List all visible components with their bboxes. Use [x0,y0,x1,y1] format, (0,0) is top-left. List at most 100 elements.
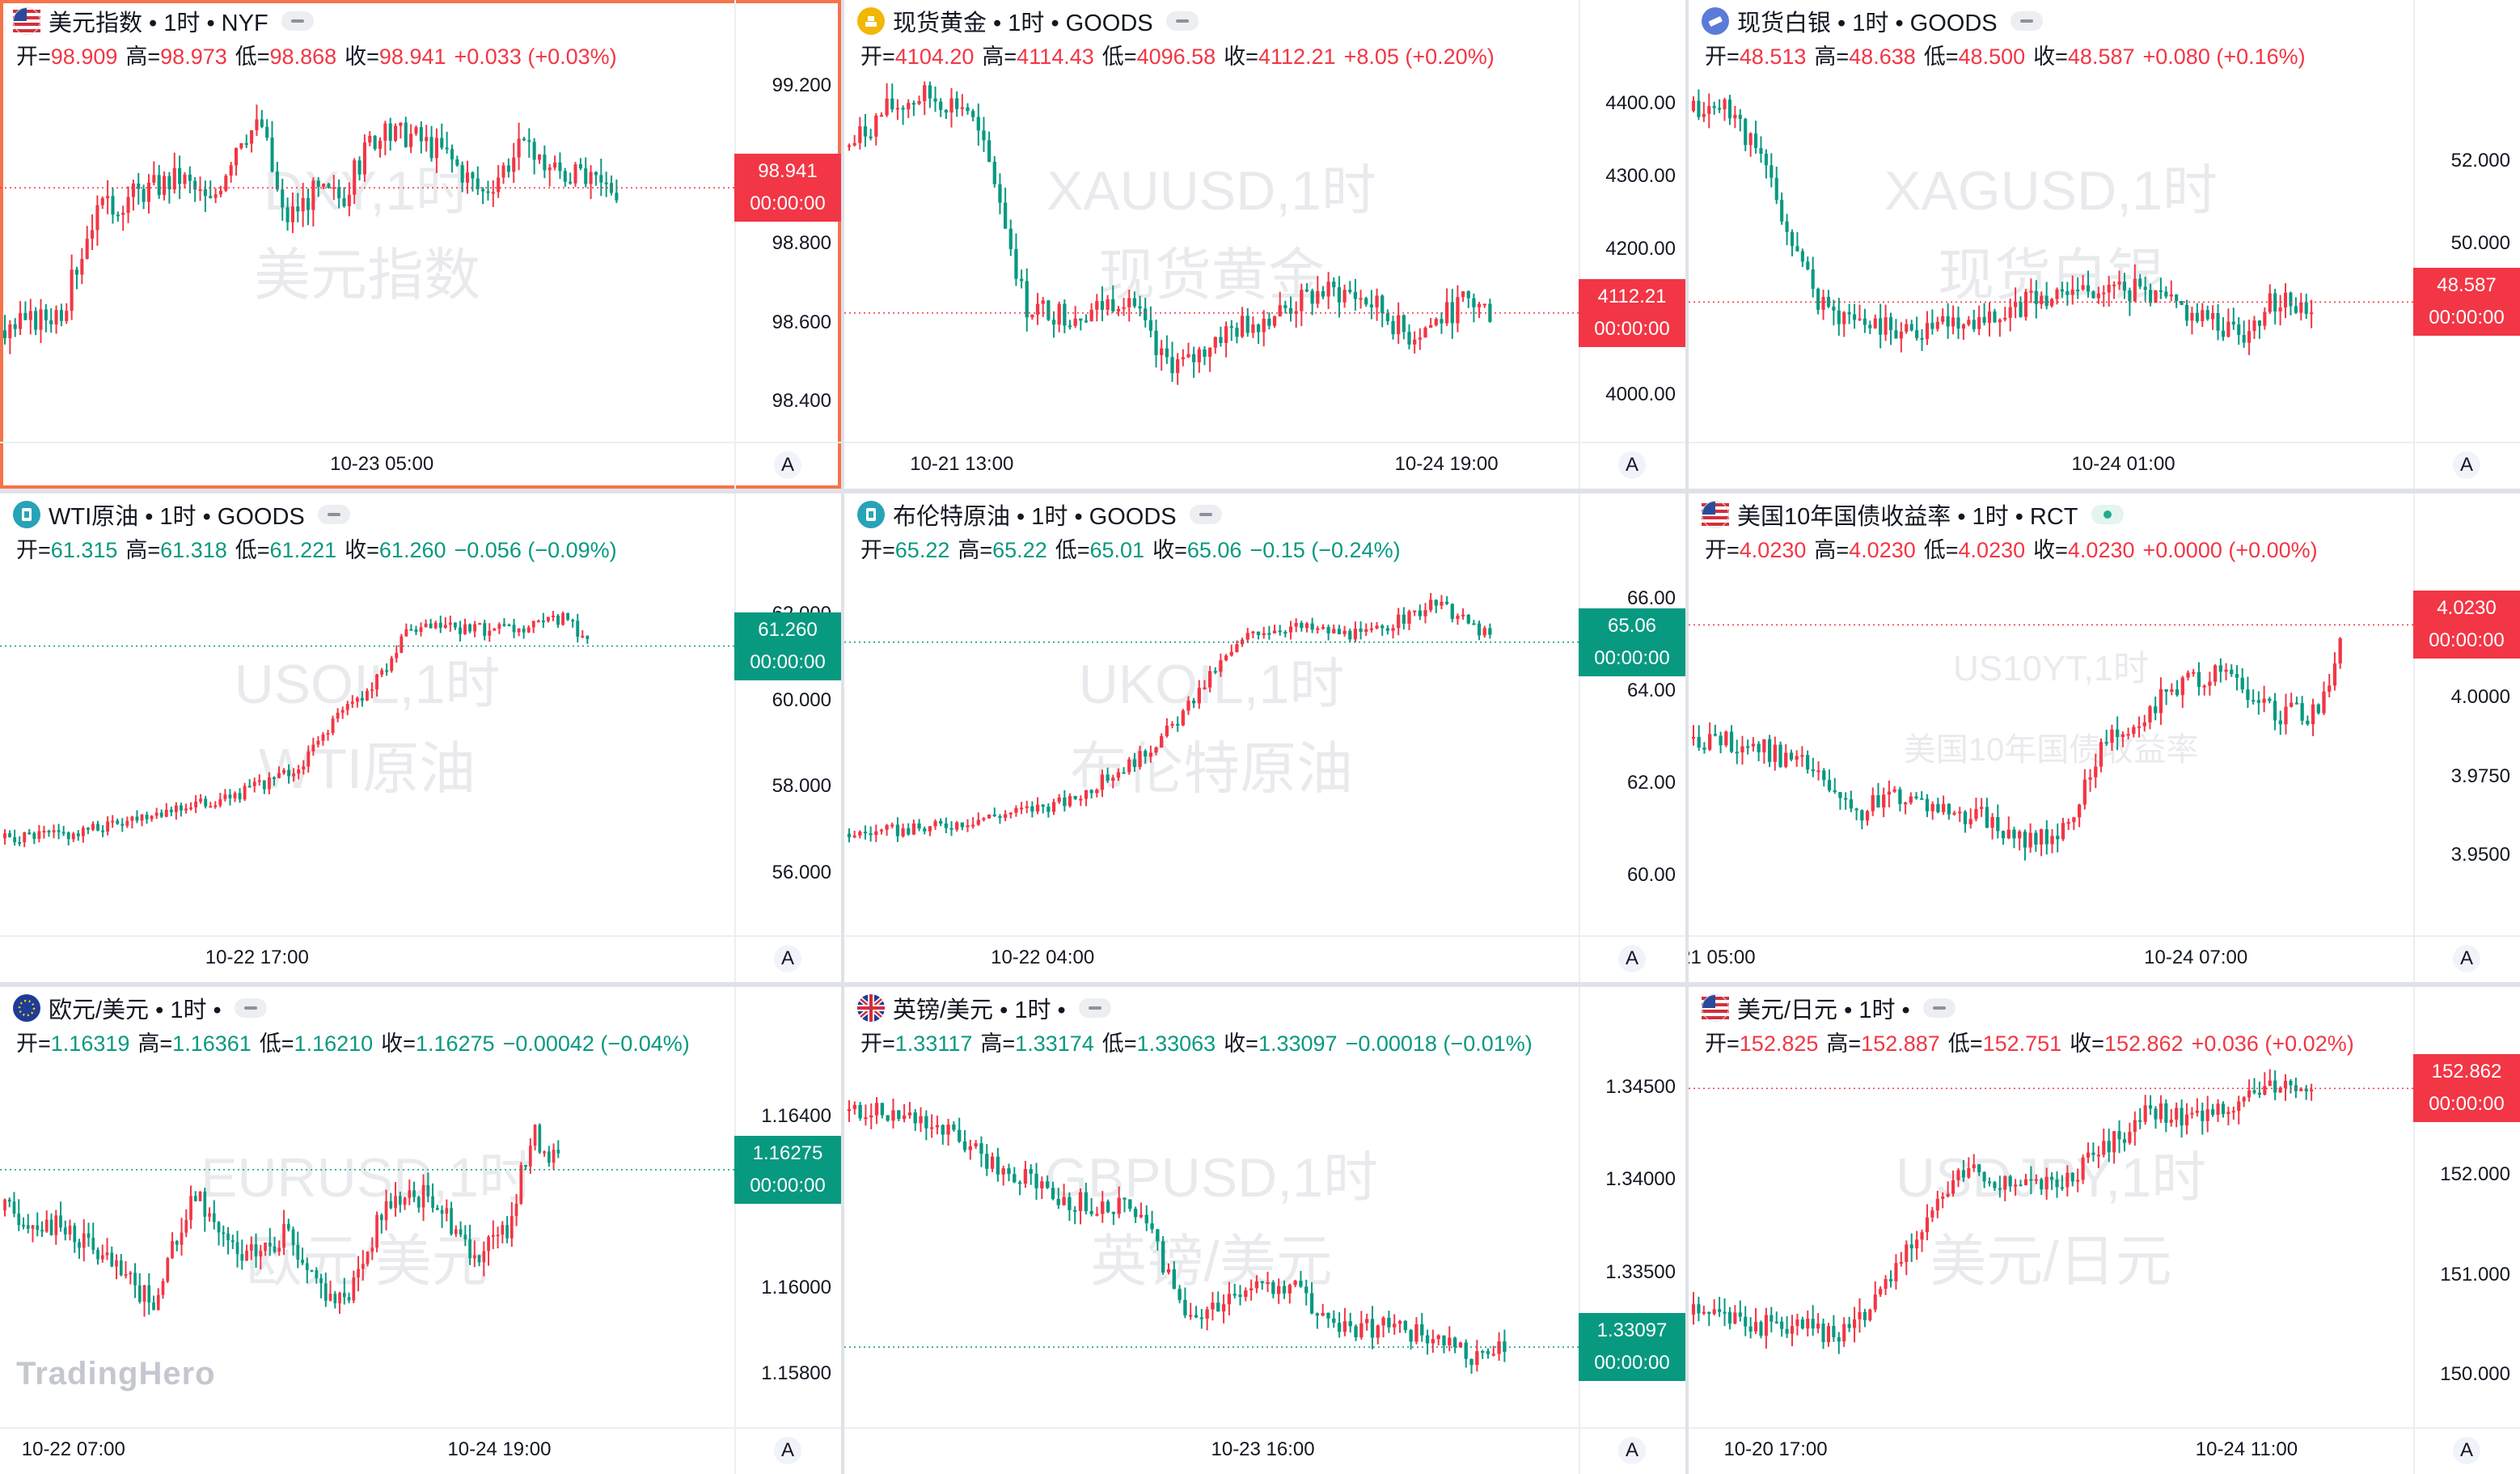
auto-scale-button[interactable]: A [774,451,801,479]
candle [2102,1129,2106,1158]
candle [1821,1318,1825,1349]
candle [944,108,948,120]
candle [1469,1358,1474,1374]
candle [463,1225,467,1247]
candle [2242,320,2246,348]
collapse-toggle[interactable] [317,505,350,524]
collapse-toggle[interactable] [2010,11,2043,31]
price-tick-label: 60.00 [1626,863,1676,886]
chart-panel[interactable]: UKOIL,1时 布伦特原油 66.00 64.00 62.00 60.00 65.06 00… [844,493,1685,982]
candle [228,789,232,806]
candle [2120,731,2125,748]
auto-scale-button[interactable]: A [1618,451,1646,479]
candle [935,1115,940,1135]
auto-scale-button[interactable]: A [2453,451,2480,479]
candle [179,803,183,817]
candlestick-plot[interactable] [0,0,734,442]
auto-scale-button[interactable]: A [1618,945,1646,972]
symbol-header[interactable]: WTI原油 • 1时 • GOODS [13,498,350,531]
auto-scale-button[interactable]: A [774,1437,801,1464]
candle [1958,807,1962,823]
low-label: 低= [1101,44,1137,69]
auto-scale-button[interactable]: A [2453,945,2480,972]
candle [1189,1302,1193,1320]
candle [1035,797,1040,815]
candlestick-plot[interactable] [844,987,1579,1427]
symbol-title[interactable]: 美元/日元 • 1时 • [1737,997,1910,1023]
collapse-toggle[interactable] [1078,998,1111,1018]
symbol-title[interactable]: 现货白银 • 1时 • GOODS [1737,11,1998,36]
collapse-toggle[interactable] [281,11,314,31]
candle [2294,696,2299,705]
candlestick-plot[interactable] [0,493,734,935]
symbol-title[interactable]: 美元指数 • 1时 • NYF [49,11,268,36]
chart-panel[interactable]: XAUUSD,1时现货黄金4400.004300.004200.004100.0… [844,0,1685,489]
collapse-toggle[interactable] [1922,998,1956,1018]
collapse-toggle[interactable] [1165,11,1199,31]
candle [287,764,291,784]
symbol-header[interactable]: 美国10年国债收益率 • 1时 • RCT [1702,498,2124,531]
symbol-title[interactable]: 现货黄金 • 1时 • GOODS [893,11,1153,36]
chart-panel[interactable]: GBPUSD,1时 英镑/美元 1.34500 1.34000 1.33500 1.330… [844,987,1685,1474]
symbol-name-watermark: 布伦特原油 [1070,736,1353,800]
collapse-toggle[interactable] [234,998,267,1018]
candle [569,172,573,185]
chart-panel[interactable]: EURUSD,1时欧元/美元1.164001.160001.158001.162… [0,987,841,1474]
market-open-indicator[interactable] [2091,505,2124,524]
chart-panel[interactable]: USDJPY,1时 美元/日元 152.000 151.000 150.000 152.8… [1689,987,2520,1474]
symbol-title[interactable]: 欧元/美元 • 1时 • [49,997,222,1023]
auto-scale-button[interactable]: A [774,945,801,972]
candle [1993,308,1997,324]
candle [1139,1202,1144,1218]
candle [1267,312,1271,330]
change-value: −0.056 (−0.09%) [454,538,617,562]
candle [273,1236,277,1254]
symbol-header[interactable]: 英镑/美元 • 1时 • [857,992,1111,1024]
symbol-header[interactable]: 现货白银 • 1时 • GOODS [1702,5,2043,37]
symbol-header[interactable]: 现货黄金 • 1时 • GOODS [857,5,1199,37]
auto-scale-button[interactable]: A [2453,1437,2480,1464]
candle [1811,1305,1815,1336]
symbol-title[interactable]: 英镑/美元 • 1时 • [893,997,1066,1023]
candle [1342,625,1347,637]
chart-panel[interactable]: DXY,1时美元指数99.20099.00098.80098.60098.400… [0,0,841,489]
candlestick-plot[interactable] [1689,493,2413,935]
high-value: 61.318 [160,538,227,562]
chart-panel[interactable]: XAGUSD,1时现货白银52.00050.00048.00048.58700:… [1689,0,2520,489]
candle [3,1198,6,1217]
symbol-title[interactable]: 布伦特原油 • 1时 • GOODS [893,504,1177,530]
candle [1477,302,1482,319]
symbol-title[interactable]: WTI原油 • 1时 • GOODS [49,504,305,530]
candle [1458,1341,1463,1349]
auto-scale-button[interactable]: A [1618,1437,1646,1464]
symbol-header[interactable]: 美元/日元 • 1时 • [1702,992,1956,1024]
high-label: 高= [125,538,161,562]
collapse-toggle[interactable] [1189,505,1222,524]
chart-panel[interactable]: US10YT,1时 美国10年国债收益率 4.0000 3.9750 3.9500 4.0… [1689,493,2520,982]
candle [388,117,392,151]
candle [1272,316,1277,328]
symbol-header[interactable]: 美元指数 • 1时 • NYF [13,5,314,37]
chart-panel[interactable]: USOIL,1时WTI原油62.00060.00058.00056.00061.… [0,493,841,982]
candle [78,1239,81,1260]
candle [154,807,159,820]
candle [425,125,429,152]
candle [1860,809,1864,830]
symbol-title[interactable]: 美国10年国债收益率 • 1时 • RCT [1737,504,2078,530]
candlestick-plot[interactable] [844,0,1579,442]
candle [1956,306,1960,340]
candlestick-plot[interactable] [0,987,734,1427]
candlestick-plot[interactable] [844,493,1579,935]
candle [1423,326,1427,338]
candle [1013,1167,1017,1184]
symbol-header[interactable]: 布伦特原油 • 1时 • GOODS [857,498,1222,531]
candle [1063,790,1067,812]
symbol-header[interactable]: 欧元/美元 • 1时 • [13,992,267,1024]
candle [455,155,459,167]
candle [1256,323,1261,344]
candlestick-plot[interactable] [1689,987,2413,1427]
candlestick-plot[interactable] [1689,0,2413,442]
last-price-value: 61.260 [758,618,818,641]
candle [1816,287,1820,315]
candle [1434,317,1438,327]
